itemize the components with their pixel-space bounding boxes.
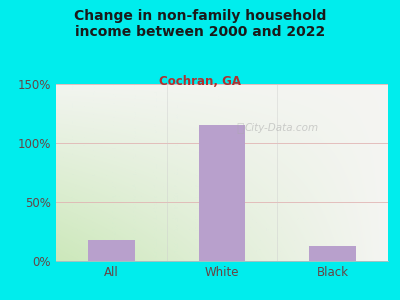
Text: ⓘ: ⓘ (236, 122, 244, 135)
Bar (88, 240, 134, 261)
Bar (199, 125, 245, 261)
Text: Change in non-family household
income between 2000 and 2022: Change in non-family household income be… (74, 9, 326, 39)
Text: Cochran, GA: Cochran, GA (159, 75, 241, 88)
Text: City-Data.com: City-Data.com (245, 123, 319, 133)
Bar (310, 246, 356, 261)
